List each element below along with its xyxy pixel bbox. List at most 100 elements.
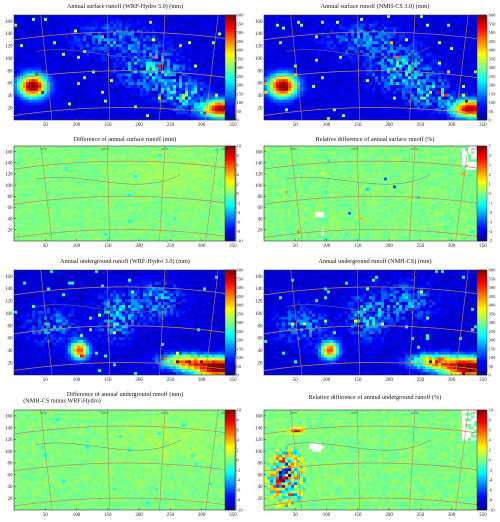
heatmap-cell xyxy=(47,44,51,48)
heatmap-cell xyxy=(107,41,111,45)
heatmap-cell xyxy=(417,102,421,106)
heatmap-cell xyxy=(312,23,316,28)
heatmap-cell xyxy=(423,79,427,83)
heatmap-cell xyxy=(408,32,412,36)
heatmap-cell xyxy=(50,17,54,22)
heatmap-cell xyxy=(206,29,210,33)
heatmap-cell xyxy=(47,96,51,100)
heatmap-cell xyxy=(408,87,412,92)
heatmap-cell xyxy=(315,82,319,86)
heatmap-cell xyxy=(345,23,349,28)
heatmap-cell xyxy=(101,44,105,48)
heatmap-cell xyxy=(354,64,358,68)
heatmap-cell xyxy=(17,79,21,83)
heatmap-cell xyxy=(324,90,328,95)
heatmap-cell xyxy=(393,87,397,92)
heatmap-cell xyxy=(366,17,370,22)
heatmap-cell xyxy=(351,93,355,98)
heatmap-cell xyxy=(288,29,292,33)
heatmap-cell xyxy=(264,15,268,19)
heatmap-cell xyxy=(378,111,382,115)
heatmap-cell xyxy=(375,15,379,19)
heatmap-cell xyxy=(327,79,331,83)
heatmap-cell xyxy=(14,20,18,25)
heatmap-cell xyxy=(333,85,337,89)
heatmap-cell xyxy=(312,73,316,77)
heatmap-cell xyxy=(191,15,195,19)
heatmap-cell xyxy=(348,79,352,83)
heatmap-cell xyxy=(197,102,201,106)
heatmap-cell xyxy=(399,90,403,95)
heatmap-cell xyxy=(282,96,286,100)
heatmap-cell xyxy=(267,67,271,71)
heatmap-cell xyxy=(339,73,343,77)
heatmap-cell xyxy=(444,29,448,33)
heatmap-cell xyxy=(318,96,322,100)
heatmap-cell xyxy=(372,47,376,51)
heatmap-cell xyxy=(270,32,274,36)
heatmap-cell xyxy=(366,114,370,118)
heatmap-cell xyxy=(414,67,418,71)
heatmap-cell xyxy=(363,76,367,80)
heatmap-cell xyxy=(429,90,433,95)
heatmap-cell xyxy=(146,105,150,109)
heatmap-cell xyxy=(212,105,216,109)
heatmap-cell xyxy=(125,47,129,51)
heatmap-cell xyxy=(98,35,102,39)
heatmap-cell xyxy=(122,85,126,89)
heatmap-cell xyxy=(426,99,430,103)
heatmap-cell xyxy=(89,102,93,106)
heatmap-cell xyxy=(420,15,424,19)
heatmap-cell xyxy=(194,29,198,33)
heatmap-cell xyxy=(83,47,87,51)
heatmap-cell xyxy=(218,38,222,42)
heatmap-cell xyxy=(110,55,114,60)
heatmap-cell xyxy=(351,108,355,112)
heatmap-cell xyxy=(212,102,216,106)
heatmap-cell xyxy=(137,47,141,51)
heatmap-cell xyxy=(330,108,334,112)
heatmap-cell xyxy=(89,64,93,68)
chart-panel-2: Annual surface runoff (NMH-CS 3.0) (mm)9… xyxy=(255,3,496,128)
heatmap-cell xyxy=(83,99,87,103)
heatmap-cell xyxy=(17,99,21,103)
heatmap-cell xyxy=(303,55,307,60)
heatmap-cell xyxy=(384,50,388,54)
heatmap-cell xyxy=(357,50,361,54)
heatmap-cell xyxy=(378,90,382,95)
heatmap-cell xyxy=(173,105,177,109)
heatmap-cell xyxy=(375,90,379,95)
heatmap-cell xyxy=(68,73,72,77)
heatmap-cell xyxy=(125,35,129,39)
heatmap-cell xyxy=(197,29,201,33)
colorbar-swatch xyxy=(225,39,235,42)
heatmap-cell xyxy=(188,38,192,42)
heatmap-cell xyxy=(321,23,325,28)
heatmap-cell xyxy=(285,117,289,120)
heatmap-cell xyxy=(273,79,277,83)
heatmap-cell xyxy=(438,87,442,92)
heatmap-cell xyxy=(116,29,120,33)
heatmap-cell xyxy=(315,17,319,22)
heatmap-cell xyxy=(68,105,72,109)
heatmap-cell xyxy=(29,52,33,57)
colorbar-swatch xyxy=(225,17,235,20)
heatmap-cell xyxy=(363,64,367,68)
heatmap-cell xyxy=(215,114,219,118)
heatmap-cell xyxy=(372,38,376,42)
heatmap-cell xyxy=(74,26,78,30)
heatmap-cell xyxy=(279,99,283,103)
heatmap-cell xyxy=(191,58,195,63)
heatmap-cell xyxy=(113,52,117,57)
heatmap-cell xyxy=(146,55,150,60)
heatmap-cell xyxy=(357,108,361,112)
heatmap-cell xyxy=(116,90,120,95)
heatmap-cell xyxy=(438,96,442,100)
heatmap-cell xyxy=(315,117,319,120)
heatmap-cell xyxy=(276,58,280,63)
heatmap-cell xyxy=(206,76,210,80)
heatmap-cell xyxy=(140,105,144,109)
heatmap-cell xyxy=(215,58,219,63)
panel-title: Annual surface runoff (NMH-CS 3.0) (mm) xyxy=(321,3,430,10)
